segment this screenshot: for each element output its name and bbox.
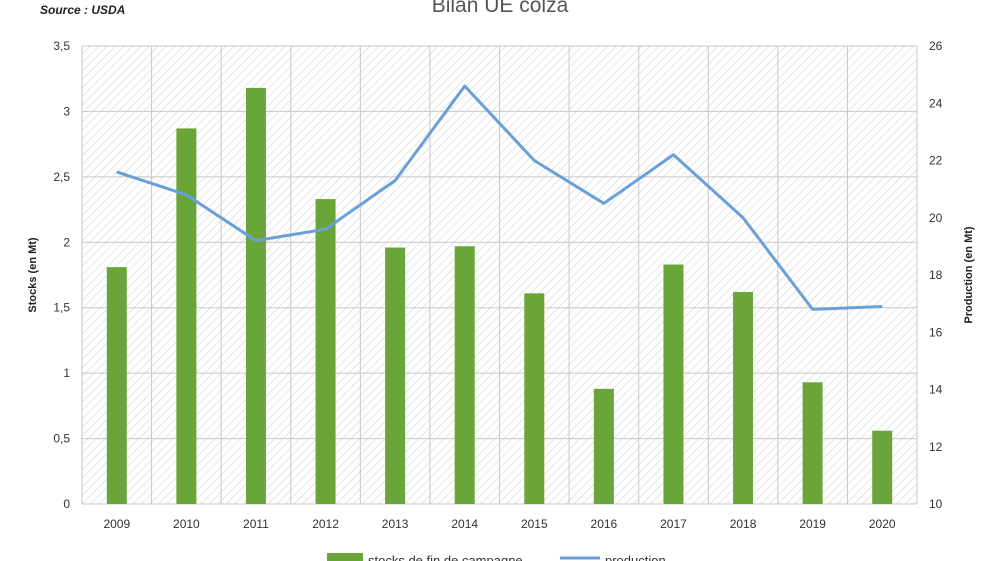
x-tick-label: 2009: [103, 517, 130, 531]
x-tick-label: 2016: [591, 517, 618, 531]
right-tick-label: 24: [929, 96, 943, 110]
right-tick-label: 18: [929, 268, 943, 282]
x-tick-label: 2012: [312, 517, 339, 531]
bar: [663, 264, 684, 504]
x-axis-ticks: 2009 2010 2011 2012 2013 2014 2015 2016 2017 2018…: [103, 517, 895, 531]
source-note: Source : USDA: [40, 3, 126, 17]
left-tick-label: 3: [63, 104, 70, 118]
bar: [802, 382, 823, 504]
left-tick-label: 0: [63, 497, 70, 511]
left-tick-label: 2: [63, 235, 70, 249]
x-tick-label: 2010: [173, 517, 200, 531]
line-series: [116, 84, 883, 311]
x-tick-label: 2019: [799, 517, 826, 531]
grid-lines: [81, 45, 918, 505]
left-tick-label: 1: [63, 366, 70, 380]
x-tick-label: 2018: [730, 517, 757, 531]
bar: [245, 87, 266, 505]
x-tick-label: 2013: [382, 517, 409, 531]
left-tick-label: 1,5: [53, 301, 70, 315]
x-tick-label: 2017: [660, 517, 687, 531]
bar: [733, 292, 754, 504]
left-tick-label: 2,5: [53, 170, 70, 184]
bar: [385, 247, 406, 504]
bar: [524, 293, 545, 504]
legend-swatch-stocks: [327, 553, 363, 561]
left-tick-label: 3,5: [53, 39, 70, 53]
bar-series: [106, 87, 893, 505]
left-axis-ticks: 0 0,5 1 1,5 2 2,5 3 3,5: [53, 39, 70, 511]
right-tick-label: 10: [929, 497, 943, 511]
legend-label-production: production: [605, 553, 666, 561]
right-tick-label: 22: [929, 154, 943, 168]
x-tick-label: 2014: [451, 517, 478, 531]
bar: [106, 267, 127, 504]
x-tick-label: 2020: [869, 517, 896, 531]
right-tick-label: 16: [929, 325, 943, 339]
bar: [315, 199, 336, 505]
right-axis-title: Production (en Mt): [963, 226, 975, 323]
x-tick-label: 2015: [521, 517, 548, 531]
production-line: [116, 84, 883, 311]
right-tick-label: 20: [929, 211, 943, 225]
right-tick-label: 26: [929, 39, 943, 53]
left-axis-title: Stocks (en Mt): [27, 237, 39, 313]
chart-title: Bilan UE colza: [431, 0, 569, 17]
bar: [454, 246, 475, 504]
legend: stocks de fin de campagne production: [327, 553, 666, 561]
right-tick-label: 12: [929, 440, 943, 454]
right-axis-ticks: 10 12 14 16 18 20 22 24 26: [929, 39, 943, 511]
bar: [593, 388, 614, 504]
x-tick-label: 2011: [243, 517, 269, 531]
right-tick-label: 14: [929, 383, 943, 397]
bar: [176, 128, 197, 504]
legend-label-stocks: stocks de fin de campagne: [368, 553, 523, 561]
left-tick-label: 0,5: [53, 432, 70, 446]
bar: [872, 430, 893, 504]
